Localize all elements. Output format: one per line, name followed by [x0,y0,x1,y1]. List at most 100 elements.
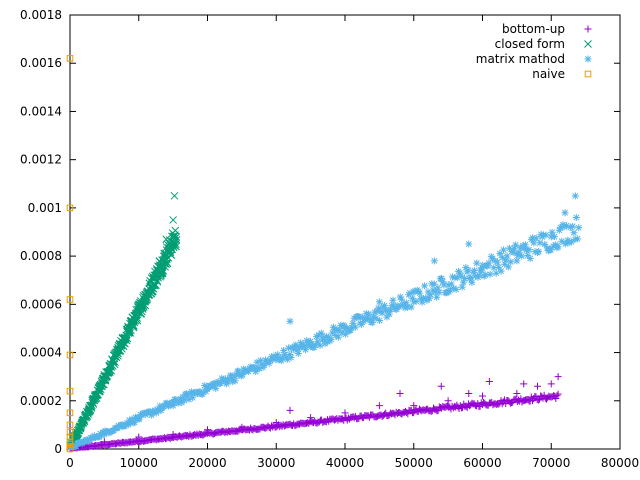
data-point [269,355,277,363]
data-point [342,330,350,338]
data-point [509,248,517,256]
y-tick-label: 0.0018 [20,8,62,22]
data-point [380,302,388,310]
data-point [289,345,297,353]
data-point [535,248,543,256]
data-point [95,433,103,441]
legend-marker [584,40,592,48]
data-point [221,375,229,383]
data-point [66,445,74,453]
data-point [531,248,539,256]
data-point [277,357,285,365]
data-point [457,272,465,280]
data-point [292,341,300,349]
legend-marker [584,70,592,78]
data-point [323,338,331,346]
data-point [549,242,557,250]
data-point [541,240,549,248]
data-point [312,333,320,341]
data-point [371,308,379,316]
legend-label: bottom-up [502,22,565,36]
data-point [524,252,532,260]
data-point [137,309,146,318]
data-point [447,280,455,288]
data-point [504,263,512,271]
data-point [327,335,335,343]
data-point [66,55,74,62]
data-point [375,402,383,410]
data-point [89,434,97,442]
data-point [491,257,499,265]
data-point [271,355,279,363]
legend-label: naive [532,67,565,81]
data-point [348,324,356,332]
data-point [485,259,493,267]
data-point [525,246,533,254]
data-point [259,363,267,371]
data-point [322,332,330,340]
data-point [510,244,518,252]
data-point [264,357,272,365]
data-point [558,237,566,245]
data-point [407,303,415,311]
data-point [135,414,143,422]
data-point [238,423,246,431]
data-point [566,224,574,232]
data-point [521,241,529,249]
data-point [80,438,88,446]
data-point [479,264,486,272]
data-point [350,314,358,322]
data-point [490,264,498,272]
data-point [430,257,438,265]
data-point [461,274,469,282]
data-point [180,396,188,404]
data-point [554,390,562,398]
data-point [111,358,119,366]
data-point [317,329,325,337]
data-point [286,350,294,358]
data-point [306,337,314,345]
data-points [66,55,583,453]
data-point [217,379,225,387]
data-point [86,401,95,410]
data-point [439,278,447,286]
data-point [446,286,454,294]
data-point [72,442,80,450]
data-point [427,291,435,299]
data-point [404,303,412,311]
data-point [468,278,476,286]
data-point [402,299,410,307]
data-point [484,262,492,270]
data-point [141,290,150,299]
data-point [433,293,441,301]
data-point [534,382,541,390]
data-point [444,397,452,405]
data-point [532,234,540,242]
data-point [572,214,580,222]
data-point [554,243,562,251]
data-point [437,382,445,390]
y-tick-label: 0.0012 [20,153,62,167]
data-point [298,342,306,350]
data-point [368,318,376,326]
data-point [430,280,438,288]
data-point [496,249,504,257]
data-point [440,281,448,289]
data-point [297,339,305,347]
data-point [172,396,180,404]
data-point [452,285,460,293]
data-point [390,302,398,310]
data-point [135,433,143,441]
data-point [157,407,165,415]
data-point [338,329,346,337]
data-point [559,221,567,229]
data-point [512,241,520,249]
data-point [302,346,310,354]
data-point [162,235,171,244]
data-point [499,246,507,254]
data-point [376,317,384,325]
data-point [422,294,430,302]
data-point [224,378,232,386]
data-point [513,390,521,398]
data-point [210,380,218,388]
